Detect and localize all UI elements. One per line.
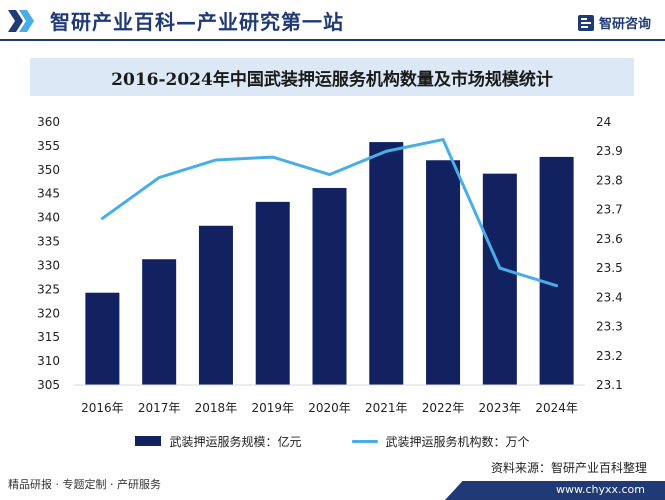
x-tick-label: 2017年: [138, 401, 181, 415]
footer-tagline: 精品研报 · 专题定制 · 产研服务: [8, 478, 161, 491]
left-tick-label: 335: [37, 235, 60, 249]
left-tick-label: 315: [37, 330, 60, 344]
bar-2016年: [85, 292, 120, 385]
left-tick-label: 330: [37, 258, 60, 272]
right-tick-label: 24: [596, 115, 611, 129]
x-tick-label: 2024年: [535, 401, 578, 415]
left-tick-label: 305: [37, 378, 60, 392]
legend-line-label: 武装押运服务机构数：万个: [385, 434, 530, 449]
right-tick-label: 23.1: [596, 378, 623, 392]
left-tick-label: 355: [37, 139, 60, 153]
right-tick-label: 23.8: [596, 173, 623, 187]
left-tick-label: 350: [37, 163, 60, 177]
double-chevron-icon: [8, 10, 34, 32]
left-tick-label: 310: [37, 354, 60, 368]
header-divider: [0, 39, 665, 41]
page-header: 智研产业百科—产业研究第一站 智研咨询: [0, 0, 665, 44]
bar-2024年: [539, 156, 574, 385]
right-tick-label: 23.5: [596, 261, 623, 275]
legend-bar-label: 武装押运服务规模：亿元: [169, 434, 302, 449]
line-series: [100, 138, 559, 288]
chart-plot: 305 310 315 320 325 330 335 340 345 350 355 360 23.…: [37, 115, 623, 415]
bar-series: [85, 142, 574, 385]
right-tick-label: 23.6: [596, 232, 623, 246]
right-tick-label: 23.2: [596, 349, 623, 363]
brand-logo-text: 智研咨询: [598, 17, 651, 32]
x-tick-label: 2019年: [251, 401, 294, 415]
left-tick-label: 360: [37, 115, 60, 129]
x-tick-label: 2016年: [81, 401, 124, 415]
right-axis-ticks: 23.1 23.2 23.3 23.4 23.5 23.6 23.7 23.8 23.9 24: [596, 115, 623, 392]
bar-2021年: [369, 142, 404, 385]
data-source: 资料来源：智研产业百科整理: [490, 461, 647, 475]
legend-item-line: 武装押运服务机构数：万个: [351, 433, 530, 450]
right-tick-label: 23.4: [596, 290, 623, 304]
brand-logo: 智研咨询: [577, 13, 651, 32]
footer-url[interactable]: www.chyxx.com: [555, 483, 645, 496]
bar-2018年: [198, 225, 233, 385]
x-tick-label: 2023年: [479, 401, 522, 415]
line-series-path: [100, 138, 559, 288]
bar-2023年: [482, 173, 517, 385]
x-tick-label: 2021年: [365, 401, 408, 415]
chart-title: 2016-2024年中国武装押运服务机构数量及市场规模统计: [111, 69, 553, 90]
legend-item-bar: 武装押运服务规模：亿元: [135, 433, 302, 450]
bar-2020年: [312, 187, 347, 385]
left-axis-ticks: 305 310 315 320 325 330 335 340 345 350 355 360: [37, 115, 60, 392]
left-tick-label: 320: [37, 306, 60, 320]
x-axis-ticks: 2016年 2017年 2018年 2019年 2020年 2021年 2022年 2023年…: [81, 401, 578, 415]
x-tick-label: 2020年: [308, 401, 351, 415]
right-tick-label: 23.3: [596, 320, 623, 334]
site-title: 智研产业百科—产业研究第一站: [50, 10, 344, 34]
footer-band: [445, 481, 665, 500]
legend-bar-swatch: [135, 436, 162, 446]
left-tick-label: 340: [37, 211, 60, 225]
x-tick-label: 2022年: [422, 401, 465, 415]
left-tick-label: 325: [37, 282, 60, 296]
bar-2022年: [426, 160, 461, 385]
legend-line-swatch: [351, 439, 378, 443]
right-tick-label: 23.7: [596, 203, 623, 217]
brand-logo-icon: [577, 14, 594, 31]
bar-2019年: [255, 201, 290, 385]
x-tick-label: 2018年: [195, 401, 238, 415]
chart-legend: 武装押运服务规模：亿元 武装押运服务机构数：万个: [0, 430, 665, 452]
page-footer: 资料来源：智研产业百科整理 精品研报 · 专题定制 · 产研服务 www.chy…: [0, 459, 665, 500]
chart-title-band: 2016-2024年中国武装押运服务机构数量及市场规模统计: [30, 58, 634, 96]
bar-2017年: [142, 259, 177, 385]
left-tick-label: 345: [37, 187, 60, 201]
right-tick-label: 23.9: [596, 144, 623, 158]
